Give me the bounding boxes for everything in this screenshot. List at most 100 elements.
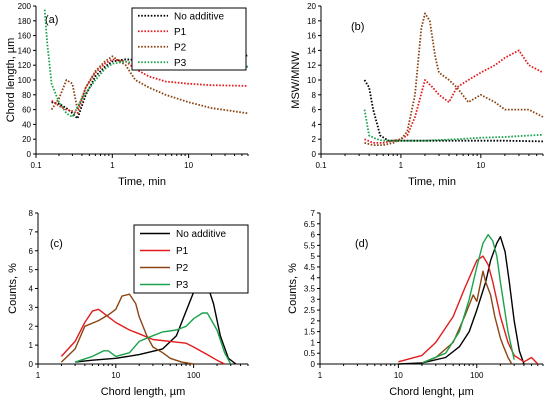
y-tick-label: 200 [18,2,32,11]
series-line-p1 [398,255,539,365]
x-axis-label: Chord lenght, µm [389,386,474,398]
y-tick-label: 7 [29,228,34,237]
legend-entry: P3 [174,58,187,69]
y-tick-label: 140 [18,46,32,55]
panel-label: (c) [50,238,63,250]
x-tick-label: 1 [110,161,115,170]
x-tick-label: 1 [36,371,41,380]
y-tick-label: 6.5 [304,220,316,229]
series-line-no-additive [363,79,544,143]
y-tick-label: 1 [311,338,316,347]
x-tick-label: 1 [399,161,404,170]
y-tick-label: 8 [312,91,317,100]
y-tick-label: 1.5 [304,328,316,337]
y-tick-label: 7 [311,209,316,218]
y-tick-label: 0 [27,150,32,159]
y-tick-label: 0 [29,360,34,369]
y-tick-label: 5.5 [304,241,316,250]
x-tick-label: 100 [187,371,201,380]
y-tick-label: 3.5 [304,285,316,294]
chart-panel-1: 0 20 40 60 80 100 120 140 160 180 200 0.1 1 10 Time, m… [5,2,249,188]
y-tick-label: 0 [312,150,317,159]
y-tick-label: 8 [29,209,34,218]
y-tick-label: 14 [307,46,316,55]
legend-entry: P2 [176,263,189,274]
chart-panel-4: 00.511.522.533.544.555.566.571 10 100Chord… [287,209,544,398]
y-tick-label: 4 [312,120,317,129]
series-line-p1 [51,58,249,115]
panel-label: (b) [351,21,364,33]
series-line-no-additive [398,235,525,365]
y-tick-label: 2 [312,135,317,144]
y-tick-label: 0 [311,360,316,369]
x-tick-label: 10 [476,161,485,170]
y-tick-label: 16 [307,32,316,41]
y-tick-label: 40 [22,120,31,129]
series-line-p2 [421,270,513,365]
legend-entry: P1 [174,27,187,38]
x-tick-label: 1 [318,371,323,380]
series-line-p3 [74,312,232,365]
y-tick-label: 4 [311,274,316,283]
y-axis-label: MSW/MNW [290,51,302,109]
y-axis-label: Chord length, µm [5,38,17,123]
y-tick-label: 12 [307,61,316,70]
y-tick-label: 160 [18,32,32,41]
chart-panel-2: 0 2 4 6 8 10 12 14 16 18 20 0.1 1 10 Time, min MSW/MNW (… [290,2,544,188]
x-tick-label: 0.1 [315,161,327,170]
y-tick-label: 2 [29,322,34,331]
legend-entry: P2 [174,42,187,53]
y-tick-label: 0.5 [304,349,316,358]
series-line-p2 [364,12,544,147]
y-tick-label: 10 [307,76,316,85]
y-tick-label: 3 [311,295,316,304]
series-line-p1 [364,49,544,144]
panel-label: (d) [355,238,368,250]
x-tick-label: 100 [470,371,484,380]
y-tick-label: 20 [22,135,31,144]
y-tick-label: 4 [29,285,34,294]
y-tick-label: 6 [29,247,34,256]
y-tick-label: 120 [18,61,32,70]
x-axis-label: Chord length, µm [101,386,186,398]
legend-box [131,7,247,71]
x-tick-label: 10 [111,371,120,380]
legend-entry: P3 [176,280,189,291]
series-line-p1 [60,308,225,365]
y-tick-label: 3 [29,303,34,312]
series-line-p2 [60,293,194,365]
legend-entry: No additive [174,11,224,22]
series-line-p3 [363,109,544,142]
y-tick-label: 60 [22,106,31,115]
y-tick-label: 2 [311,317,316,326]
x-tick-label: 10 [184,161,193,170]
legend-entry: No additive [176,229,226,240]
y-tick-label: 80 [22,91,31,100]
series-line-p2 [50,55,249,115]
y-tick-label: 20 [307,2,316,11]
y-tick-label: 6 [312,106,317,115]
y-tick-label: 18 [307,17,316,26]
legend-box [133,224,249,294]
x-axis-label: Time, min [118,176,166,188]
y-tick-label: 4.5 [304,263,316,272]
legend-entry: P1 [176,246,189,257]
y-axis-label: Counts, % [287,263,299,314]
x-tick-label: 0.1 [30,161,42,170]
series-line-no-additive [75,282,237,365]
x-tick-label: 10 [394,371,403,380]
legend: No additive P1 P2 P3 [131,7,247,71]
legend: No additive P1 P2 P3 [133,224,249,294]
y-tick-label: 2.5 [304,306,316,315]
x-axis-label: Time, min [408,176,456,188]
y-tick-label: 1 [29,341,34,350]
y-tick-label: 5 [311,252,316,261]
y-tick-label: 100 [18,76,32,85]
y-tick-label: 5 [29,266,34,275]
series-line-p3 [421,233,515,364]
y-tick-label: 180 [18,17,32,26]
y-axis-label: Counts, % [7,263,19,314]
panel-label: (a) [45,14,58,26]
